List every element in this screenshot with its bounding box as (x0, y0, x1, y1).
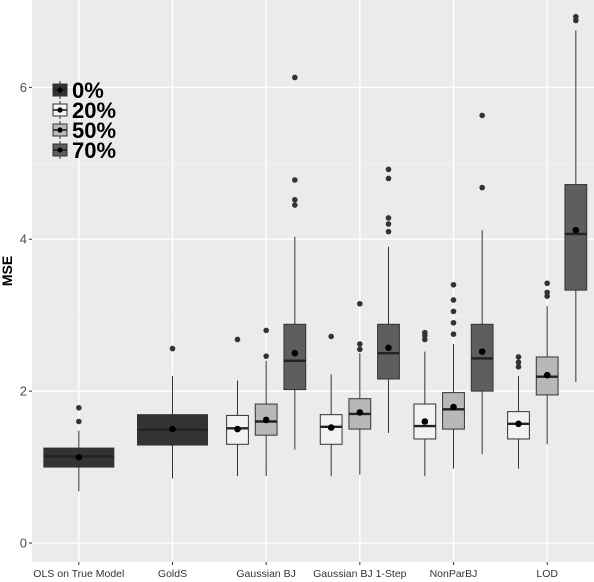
y-tick-label: 2 (20, 384, 27, 399)
outlier-point (515, 364, 522, 370)
boxplots (43, 13, 588, 492)
outlier-point (450, 308, 457, 315)
outlier-point (292, 202, 298, 208)
box-gaussian-bj-1-step-70pct (377, 166, 400, 433)
box-gaussian-bj-70pct (283, 74, 307, 450)
outlier-point (234, 336, 241, 343)
box-gaussian-bj-20pct (226, 336, 249, 477)
box-body (564, 184, 588, 291)
legend-label: 0% (72, 78, 104, 103)
mean-point (234, 425, 241, 433)
outlier-point (169, 345, 176, 352)
outlier-point (357, 300, 363, 307)
outlier-point (385, 215, 392, 221)
outlier-point (385, 175, 392, 182)
mean-point (515, 420, 522, 428)
mean-point (169, 425, 176, 433)
outlier-point (544, 289, 550, 296)
mean-point (478, 348, 486, 355)
box-lod-70pct (564, 13, 588, 383)
outlier-point (385, 166, 392, 173)
box-lod-50pct (535, 280, 559, 445)
legend: 0%20%50%70% (52, 78, 116, 163)
outlier-point (450, 281, 457, 288)
mean-point (291, 349, 299, 357)
outlier-point (450, 319, 457, 326)
outlier-point (328, 333, 334, 340)
x-tick-label: NonParBJ (430, 568, 478, 580)
y-tick-label: 0 (20, 536, 27, 551)
outlier-point (544, 280, 550, 287)
legend-label: 50% (72, 118, 116, 143)
outlier-point (76, 418, 82, 425)
legend-item: 0% (52, 78, 104, 103)
box-gaussian-bj-50pct (254, 327, 278, 477)
legend-key-mean (57, 127, 63, 133)
outlier-point (292, 74, 298, 81)
mean-point (75, 453, 83, 461)
mean-point (572, 226, 580, 234)
y-axis-label: MSE (0, 256, 15, 286)
y-axis: 0 2 4 6 (20, 80, 32, 551)
outlier-point (263, 327, 269, 334)
legend-key-mean (57, 87, 63, 93)
legend-item: 50% (52, 118, 116, 143)
x-tick-label: LOD (536, 568, 558, 580)
outlier-point (263, 353, 269, 359)
box-body (442, 392, 465, 430)
outlier-point (479, 184, 485, 191)
mean-point (450, 403, 457, 411)
x-tick-label: OLS on True Model (33, 568, 124, 580)
box-golds-0pct (137, 345, 208, 479)
box-body (283, 323, 307, 391)
y-tick-label: 6 (20, 80, 27, 95)
outlier-point (385, 221, 392, 227)
box-nonparbj-70pct (470, 112, 494, 455)
mean-point (385, 344, 392, 352)
outlier-point (76, 405, 82, 411)
x-tick-label: GoldS (158, 568, 187, 580)
outlier-point (479, 112, 485, 119)
outlier-point (573, 13, 579, 20)
outlier-point (515, 359, 522, 366)
mean-point (262, 416, 270, 424)
x-tick-label: Gaussian BJ (236, 568, 296, 580)
box-lod-20pct (507, 354, 530, 469)
mean-point (356, 409, 364, 416)
legend-item: 70% (52, 138, 116, 163)
legend-label: 70% (72, 138, 116, 163)
box-body (377, 323, 400, 380)
outlier-point (292, 177, 298, 183)
outlier-point (515, 354, 522, 360)
box-nonparbj-20pct (413, 329, 437, 477)
box-ols-on-true-model-0pct (43, 405, 115, 492)
box-gaussian-bj-1-step-50pct (348, 300, 372, 475)
outlier-point (292, 196, 298, 203)
legend-key-mean (57, 107, 63, 113)
outlier-point (450, 331, 457, 337)
outlier-point (385, 228, 392, 235)
plot-panel (32, 0, 594, 562)
x-tick-label: Gaussian BJ 1-Step (313, 568, 407, 580)
mean-point (543, 371, 551, 379)
outlier-point (357, 346, 363, 353)
mean-point (421, 418, 429, 425)
y-tick-label: 4 (20, 232, 27, 247)
box-nonparbj-50pct (442, 281, 465, 469)
outlier-point (450, 297, 457, 303)
x-axis: OLS on True Model GoldS Gaussian BJ Gaussia… (33, 562, 558, 580)
mean-point (327, 424, 335, 431)
box-gaussian-bj-1-step-20pct (319, 333, 343, 477)
legend-key-mean (57, 147, 63, 153)
outlier-point (357, 341, 363, 347)
outlier-point (422, 329, 428, 336)
legend-label: 20% (72, 98, 116, 123)
legend-item: 20% (52, 98, 116, 123)
